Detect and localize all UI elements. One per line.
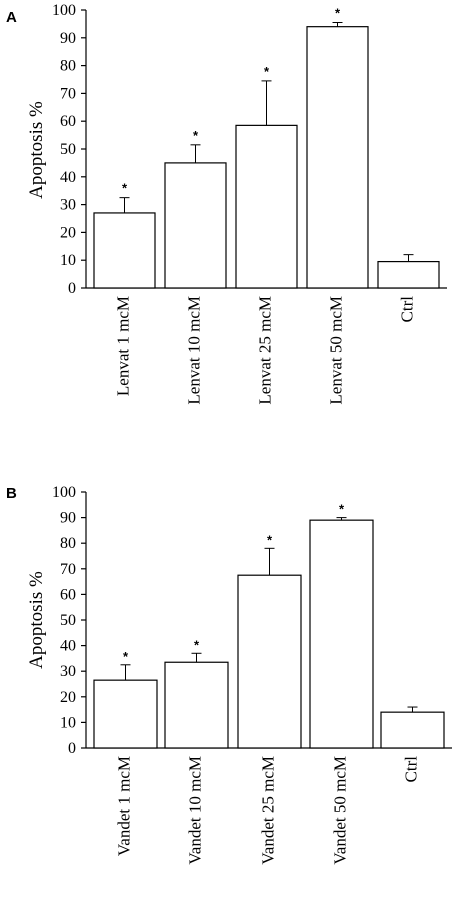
panel-A-category-label: Lenvat 50 mcM: [326, 296, 345, 405]
panel-B-y-tick-label: 0: [68, 740, 76, 757]
panel-B-y-tick-label: 60: [60, 586, 76, 603]
panel-A-y-tick-label: 60: [60, 113, 76, 130]
panel-B-category-label: Ctrl: [401, 756, 420, 783]
panel-B-category-label: Vandet 50 mcM: [330, 756, 349, 865]
panel-A-y-tick-label: 70: [60, 85, 76, 102]
panel-B-significance-marker: *: [339, 502, 345, 517]
panel-B-bar: [164, 661, 229, 749]
panel-B-y-tick-label: 70: [60, 561, 76, 578]
panel-A-y-tick-label: 20: [60, 224, 76, 241]
panel-B-y-tick-label: 100: [52, 484, 76, 501]
panel-B-y-tick-label: 50: [60, 612, 76, 629]
panel-A-y-axis-label: Apoptosis %: [26, 101, 47, 199]
panel-A-y-tick-label: 30: [60, 197, 76, 214]
panel-B-y-tick-label: 80: [60, 535, 76, 552]
panel-B-significance-marker: *: [194, 637, 200, 652]
panel-B-category-label: Vandet 10 mcM: [185, 756, 204, 865]
panel-B-y-tick-label: 90: [60, 510, 76, 527]
panel-B-y-tick-label: 40: [60, 638, 76, 655]
panel-B-bar: [93, 679, 158, 749]
panel-A-category-label: Lenvat 25 mcM: [255, 296, 274, 405]
panel-A-y-tick-label: 0: [68, 280, 76, 297]
panel-B-bar: [237, 574, 302, 749]
panel-B-bar: [380, 711, 445, 749]
panel-A-y-tick-label: 40: [60, 169, 76, 186]
panel-A-significance-marker: *: [122, 181, 128, 196]
panel-A-y-tick-label: 10: [60, 252, 76, 269]
panel-B-y-tick-label: 30: [60, 663, 76, 680]
panel-B-y-tick-label: 10: [60, 714, 76, 731]
panel-A-y-tick-label: 100: [52, 2, 76, 19]
panel-A-bar: [235, 124, 298, 289]
panel-B-letter: B: [6, 485, 17, 502]
panel-A-significance-marker: *: [335, 6, 341, 21]
panel-A-bar: [93, 212, 156, 289]
panel-A-category-label: Lenvat 10 mcM: [184, 296, 203, 405]
panel-B-significance-marker: *: [123, 649, 129, 664]
panel-B-category-label: Vandet 25 mcM: [258, 756, 277, 865]
panel-B-y-tick-label: 20: [60, 689, 76, 706]
panel-A-y-tick-label: 90: [60, 30, 76, 47]
panel-B-bar: [309, 519, 374, 749]
panel-A-category-label: Ctrl: [397, 296, 416, 323]
panel-A-significance-marker: *: [193, 128, 199, 143]
panel-A-y-tick-label: 80: [60, 58, 76, 75]
panel-A-category-label: Lenvat 1 mcM: [113, 296, 132, 396]
panel-B-significance-marker: *: [267, 532, 273, 547]
panel-A-bar: [377, 260, 440, 289]
panel-B-y-axis-label: Apoptosis %: [26, 571, 47, 669]
panel-A-y-tick-label: 50: [60, 141, 76, 158]
panel-A-bar: [306, 26, 369, 289]
panel-A-significance-marker: *: [264, 64, 270, 79]
panel-A-bar: [164, 162, 227, 289]
panel-B-category-label: Vandet 1 mcM: [114, 756, 133, 856]
panel-A-letter: A: [6, 9, 17, 26]
